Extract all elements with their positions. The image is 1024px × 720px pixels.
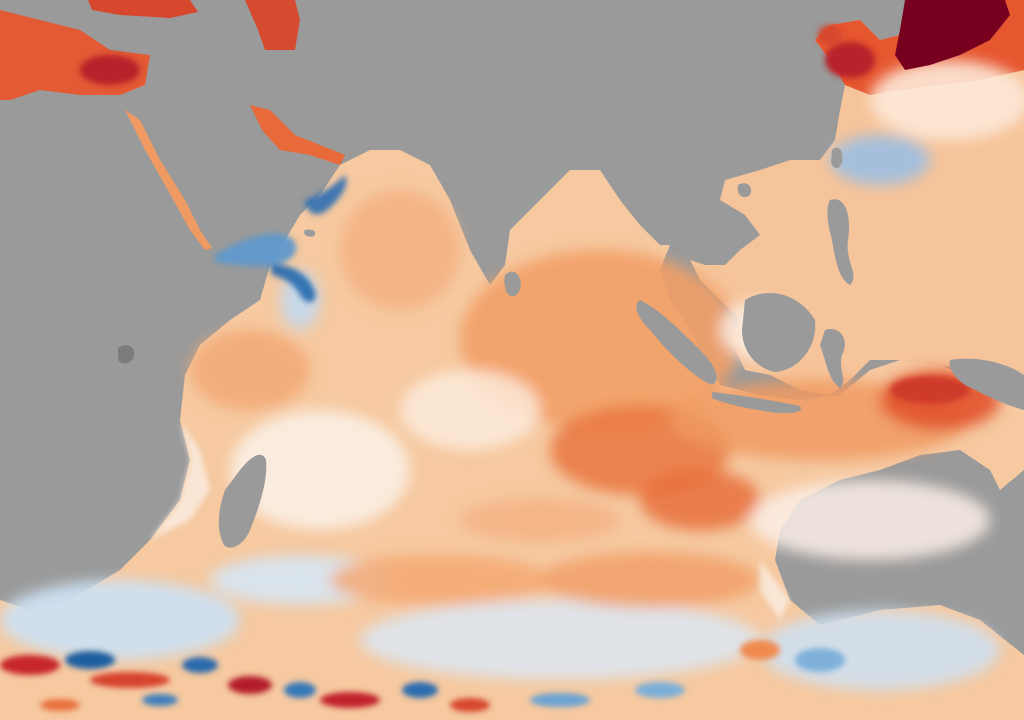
black-sea xyxy=(88,0,198,18)
philippines xyxy=(827,199,854,285)
java xyxy=(712,392,801,414)
borneo xyxy=(742,292,816,372)
persian-gulf xyxy=(250,105,345,165)
hainan xyxy=(737,183,752,198)
anomaly-strong-features xyxy=(0,25,970,712)
sri-lanka xyxy=(504,271,521,297)
caspian-sea xyxy=(245,0,300,50)
sumatra xyxy=(636,300,717,385)
red-sea xyxy=(125,110,212,250)
socotra xyxy=(304,229,316,237)
coastal-pale-zones xyxy=(150,420,790,620)
lake-victoria xyxy=(118,345,135,364)
northern-hot-region xyxy=(895,0,1010,70)
madagascar xyxy=(218,454,267,548)
sulawesi xyxy=(820,329,845,388)
new-guinea xyxy=(949,358,1024,410)
taiwan xyxy=(831,147,843,168)
land-masses xyxy=(118,147,1024,548)
